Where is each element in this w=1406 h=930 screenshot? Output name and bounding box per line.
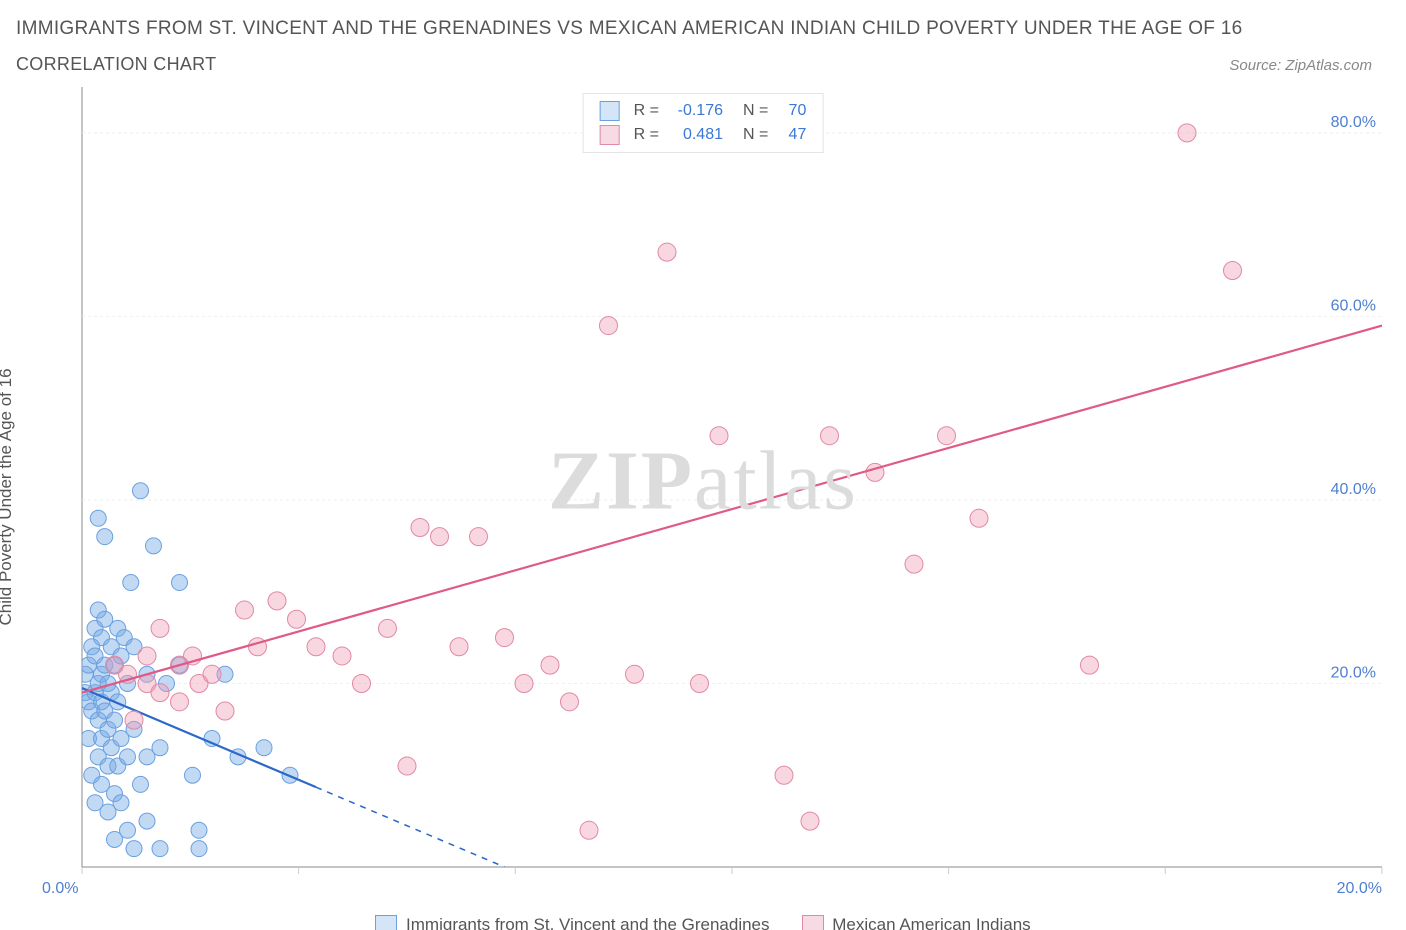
chart-subtitle: CORRELATION CHART [16, 54, 216, 75]
page-title: IMMIGRANTS FROM ST. VINCENT AND THE GREN… [16, 18, 1396, 40]
svg-text:80.0%: 80.0% [1331, 114, 1376, 131]
legend-item-pink: Mexican American Indians [802, 915, 1031, 930]
svg-text:0.0%: 0.0% [42, 880, 78, 897]
trendline-pink [82, 326, 1382, 693]
legend-stat-row-blue: R =-0.176N =70 [596, 100, 811, 122]
svg-text:60.0%: 60.0% [1331, 297, 1376, 314]
svg-text:20.0%: 20.0% [1331, 664, 1376, 681]
chart-container: Child Poverty Under the Age of 16 ZIPatl… [16, 87, 1390, 907]
svg-text:20.0%: 20.0% [1337, 880, 1382, 897]
legend-item-blue: Immigrants from St. Vincent and the Gren… [375, 915, 769, 930]
legend-stat-row-pink: R =0.481N =47 [596, 124, 811, 146]
legend-stats-box: R =-0.176N =70R =0.481N =47 [583, 93, 824, 153]
y-axis-label: Child Poverty Under the Age of 16 [0, 368, 16, 625]
svg-text:40.0%: 40.0% [1331, 481, 1376, 498]
scatter-plot: 20.0% 40.0% 60.0% 80.0% 0.0% 20.0% [16, 87, 1390, 907]
series-pink [82, 124, 1382, 839]
source-credit: Source: ZipAtlas.com [1229, 57, 1372, 74]
series-legend: Immigrants from St. Vincent and the Gren… [0, 915, 1406, 930]
